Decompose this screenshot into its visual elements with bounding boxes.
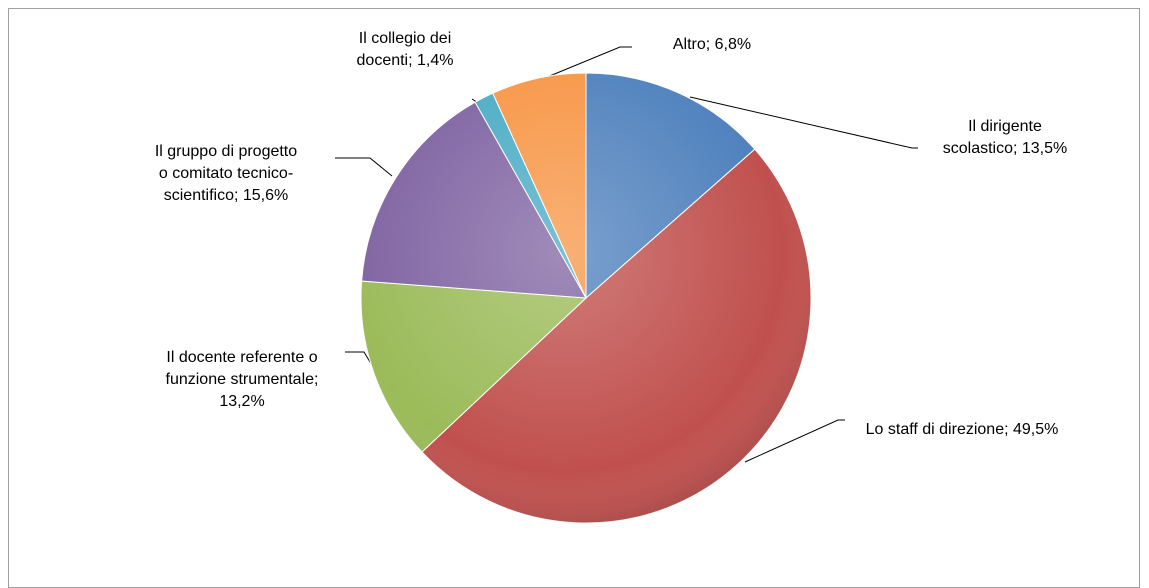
data-label: Lo staff di direzione; 49,5% [862,419,1062,441]
data-label: Il docente referente o funzione strument… [160,347,325,413]
data-label: Altro; 6,8% [582,34,842,56]
value-label: 49,5% [1012,421,1059,438]
label-separator: ; [705,36,715,53]
category-name: Il dirigente scolastico [942,118,1042,157]
leader-line [539,46,632,81]
label-separator: ; [408,52,417,69]
category-name: Il gruppo di progetto o comitato tecnico… [154,143,298,204]
value-label: 1,4% [417,52,454,69]
category-name: Il docente referente o funzione strument… [165,349,318,388]
data-label: Il dirigente scolastico; 13,5% [930,116,1080,160]
data-label: Il collegio dei docenti; 1,4% [343,28,468,72]
label-separator: ; [314,371,323,388]
category-name: Il collegio dei docenti [356,30,452,69]
category-name: Altro [672,36,706,53]
category-name: Lo staff di direzione [865,421,1005,438]
data-label: Il gruppo di progetto o comitato tecnico… [150,141,302,207]
value-label: 6,8% [714,36,752,53]
value-label: 13,2% [219,393,265,410]
leader-line [335,157,393,177]
value-label: 15,6% [242,187,289,204]
label-separator: ; [1004,421,1013,438]
label-separator: ; [233,187,243,204]
label-separator: ; [1012,140,1022,157]
value-label: 13,5% [1021,140,1068,157]
